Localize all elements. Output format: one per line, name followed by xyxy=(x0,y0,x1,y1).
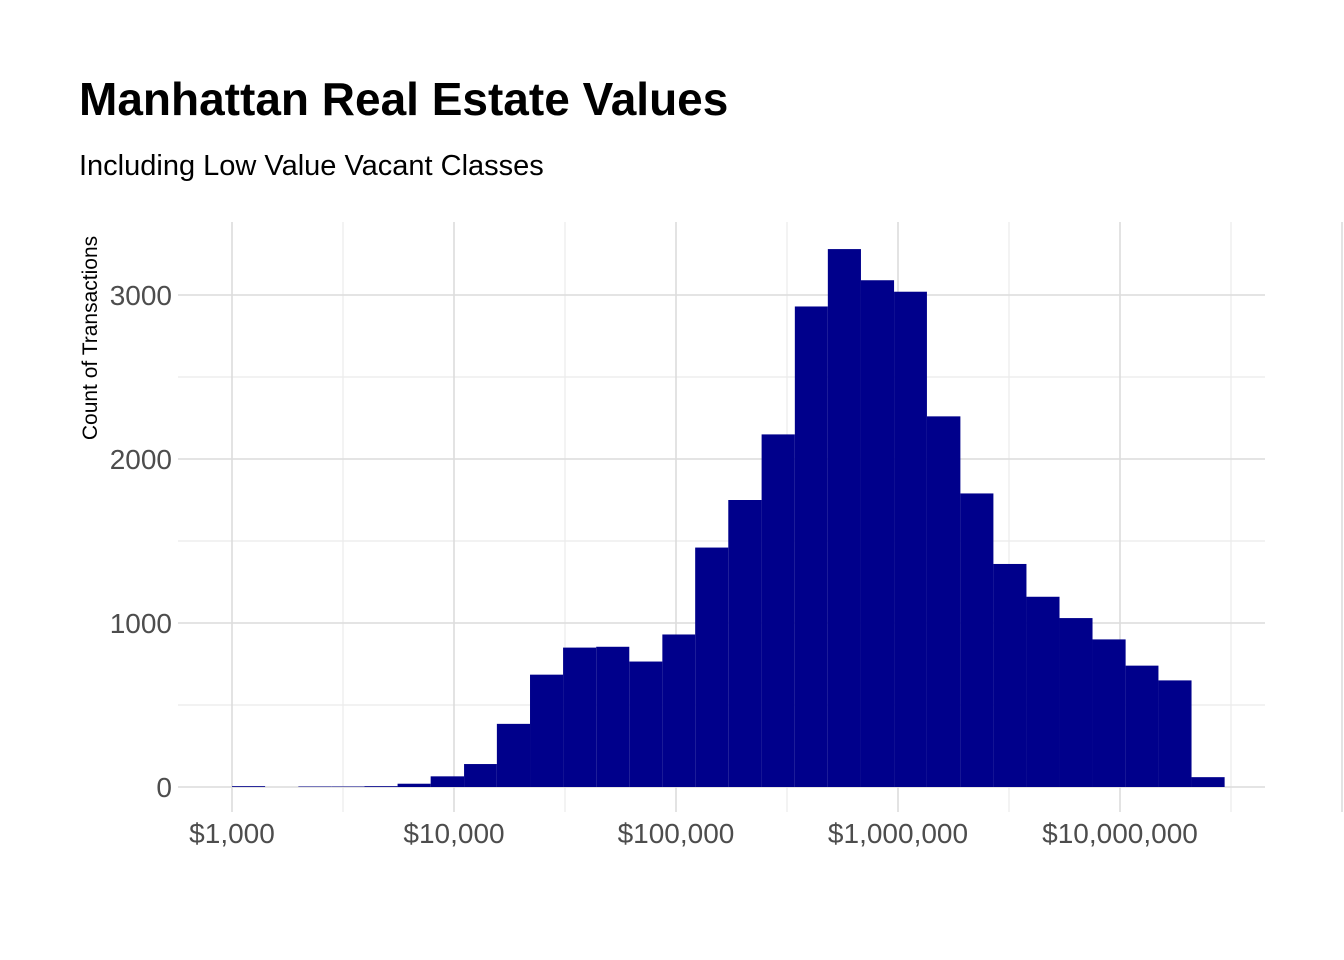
histogram-bar xyxy=(596,646,630,787)
histogram-bar xyxy=(662,634,696,787)
histogram-bar xyxy=(232,786,266,787)
y-axis-title: Count of Transactions xyxy=(79,236,102,440)
y-tick-label: 2000 xyxy=(110,444,172,475)
histogram-bar xyxy=(794,306,828,787)
histogram-bar xyxy=(1125,665,1159,787)
histogram-bar xyxy=(1092,639,1126,787)
histogram-bar xyxy=(1191,777,1225,787)
histogram-bar xyxy=(860,280,895,787)
x-axis-tick-labels: $1,000 $10,000 $100,000 $1,000,000 $10,000,0… xyxy=(189,818,1198,849)
chart-title: Manhattan Real Estate Values xyxy=(79,73,729,125)
x-tick-label: $1,000 xyxy=(189,818,275,849)
histogram-bar xyxy=(894,291,927,787)
histogram-bar xyxy=(629,661,663,787)
histogram-bar xyxy=(1059,618,1093,787)
histogram-bar xyxy=(364,786,398,787)
histogram-bar xyxy=(430,776,465,787)
x-tick-label: $10,000,000 xyxy=(1042,818,1198,849)
chart-subtitle: Including Low Value Vacant Classes xyxy=(79,150,544,182)
histogram-bar xyxy=(761,434,795,787)
x-tick-label: $100,000 xyxy=(618,818,735,849)
histogram-bar xyxy=(993,563,1027,787)
y-tick-label: 1000 xyxy=(110,608,172,639)
y-axis-tick-labels: 0 1000 2000 3000 xyxy=(110,280,172,803)
histogram-bar xyxy=(464,764,497,787)
x-tick-label: $10,000 xyxy=(403,818,504,849)
y-tick-label: 3000 xyxy=(110,280,172,311)
histogram-bar xyxy=(827,249,861,787)
histogram-bar xyxy=(530,674,564,787)
histogram-bar xyxy=(496,723,531,787)
x-tick-label: $1,000,000 xyxy=(828,818,968,849)
histogram-bars xyxy=(232,249,1225,787)
histogram-bar xyxy=(563,647,597,787)
histogram-bar xyxy=(960,493,994,787)
histogram-bar xyxy=(695,547,729,787)
histogram-bar xyxy=(926,416,961,787)
histogram-bar xyxy=(1026,596,1060,787)
histogram-bar xyxy=(728,500,762,787)
histogram-bar xyxy=(397,783,431,787)
y-tick-label: 0 xyxy=(156,772,172,803)
histogram-bar xyxy=(1158,680,1192,787)
